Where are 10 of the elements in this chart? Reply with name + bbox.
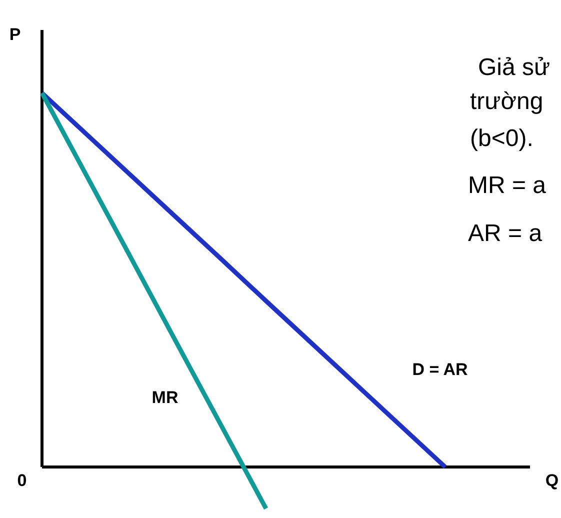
text: MR = a bbox=[468, 172, 547, 199]
text: D = AR bbox=[412, 360, 468, 379]
text: AR = a bbox=[468, 220, 543, 247]
text: (b<0). bbox=[470, 125, 534, 152]
y-axis-title: P bbox=[9, 25, 21, 44]
annotation: 0 bbox=[17, 471, 27, 490]
text: trường bbox=[470, 88, 544, 115]
x-axis-title: Q bbox=[545, 471, 559, 490]
text: Giả sử bbox=[478, 54, 550, 81]
series-label: MR bbox=[152, 388, 178, 407]
